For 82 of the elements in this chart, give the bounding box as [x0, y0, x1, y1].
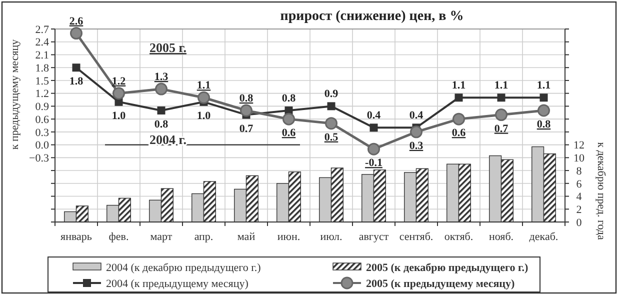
data-label: 1.3: [154, 71, 169, 84]
x-tick-label: июл.: [320, 231, 343, 243]
x-tick-label: октяб.: [444, 231, 474, 243]
y-tick-label: −0.3: [29, 152, 50, 165]
data-label: 0.4: [409, 110, 424, 122]
point: [157, 106, 166, 114]
y-tick-label: 0.6: [35, 114, 50, 126]
point: [452, 112, 465, 126]
data-label: 1.1: [536, 80, 551, 92]
data-label: 2.6: [69, 15, 84, 28]
y2-tick-label: 10: [574, 152, 585, 165]
data-label: 1.8: [69, 76, 84, 88]
data-label: 1.2: [112, 75, 126, 88]
x-tick-label: май: [237, 231, 256, 243]
data-label: 0.9: [324, 88, 339, 100]
data-label: 0.4: [366, 110, 382, 122]
y2-tick-label: 12: [574, 140, 584, 152]
point: [454, 94, 463, 102]
point: [370, 124, 378, 132]
x-tick-label: январь: [60, 231, 92, 243]
y2-tick-label: 6: [576, 178, 582, 190]
x-tick-label: март: [150, 231, 172, 243]
chart-title: прирост (снижение) цен, в %: [280, 9, 464, 24]
y-tick-label: 1.8: [35, 62, 50, 74]
y2-tick-label: 8: [576, 165, 582, 178]
point: [155, 82, 168, 96]
y2-tick-label: 2: [576, 204, 582, 216]
point: [538, 104, 550, 117]
x-tick-label: август: [358, 231, 389, 243]
y2-tick-label: 0: [576, 216, 582, 229]
point: [282, 112, 295, 126]
legend-label: 2005 (к предыдущему месяцу): [366, 278, 516, 290]
point: [540, 94, 548, 102]
legend-label: 2004 (к предыдущему месяцу): [106, 278, 249, 290]
data-label: 0.6: [282, 127, 296, 140]
legend-label: 2005 (к декабрю предыдущего г.): [366, 262, 528, 274]
data-label: 0.8: [239, 92, 254, 104]
data-label: -0.1: [365, 157, 382, 170]
data-label: 0.7: [239, 122, 254, 135]
y-tick-label: 0.3: [35, 126, 50, 139]
data-label: 0.8: [282, 92, 296, 104]
point: [72, 64, 80, 72]
data-label: 0.6: [452, 127, 466, 140]
y-tick-label: 2.4: [35, 36, 50, 49]
point: [112, 87, 125, 100]
x-tick-label: апр.: [194, 231, 214, 243]
point: [497, 94, 506, 102]
y-tick-label: 1.5: [35, 75, 50, 88]
data-label: 1.0: [112, 110, 126, 122]
data-label: 0.8: [536, 118, 552, 130]
point: [410, 126, 422, 138]
x-tick-label: июн.: [277, 231, 300, 243]
y2-tick-label: 4: [576, 191, 582, 204]
x-tick-label: фев.: [108, 231, 129, 243]
y-tick-label: 1.2: [35, 88, 49, 100]
point: [240, 104, 252, 117]
annotation: 2004 г.: [150, 132, 186, 147]
data-label: 1.1: [452, 80, 466, 92]
point: [70, 27, 82, 40]
data-label: 0.7: [494, 122, 509, 135]
data-label: 1.1: [196, 80, 211, 92]
point: [368, 142, 380, 156]
x-tick-label: сентяб.: [399, 231, 434, 243]
x-tick-label: нояб.: [488, 231, 514, 243]
y-axis-title: к предыдущему месяцу: [9, 38, 21, 150]
x-tick-label: декаб.: [529, 231, 558, 243]
data-label: 0.5: [324, 131, 339, 144]
y-tick-label: 2.1: [35, 50, 49, 62]
y2-axis-title: к декабрю пред. года: [595, 142, 607, 240]
y-tick-label: 2.7: [35, 24, 50, 36]
legend-label: 2004 (к декабрю предыдущего г.): [106, 262, 262, 274]
point: [327, 102, 336, 110]
data-label: 0.8: [154, 118, 169, 130]
point: [198, 91, 210, 104]
annotation: 2005 г.: [150, 40, 186, 55]
data-label: 1.0: [196, 110, 212, 122]
point: [495, 108, 508, 122]
y-tick-label: 0.0: [35, 140, 50, 152]
point: [325, 117, 338, 130]
data-label: 0.3: [409, 140, 424, 152]
y-tick-label: 0.9: [35, 101, 50, 114]
data-label: 1.1: [494, 80, 508, 92]
